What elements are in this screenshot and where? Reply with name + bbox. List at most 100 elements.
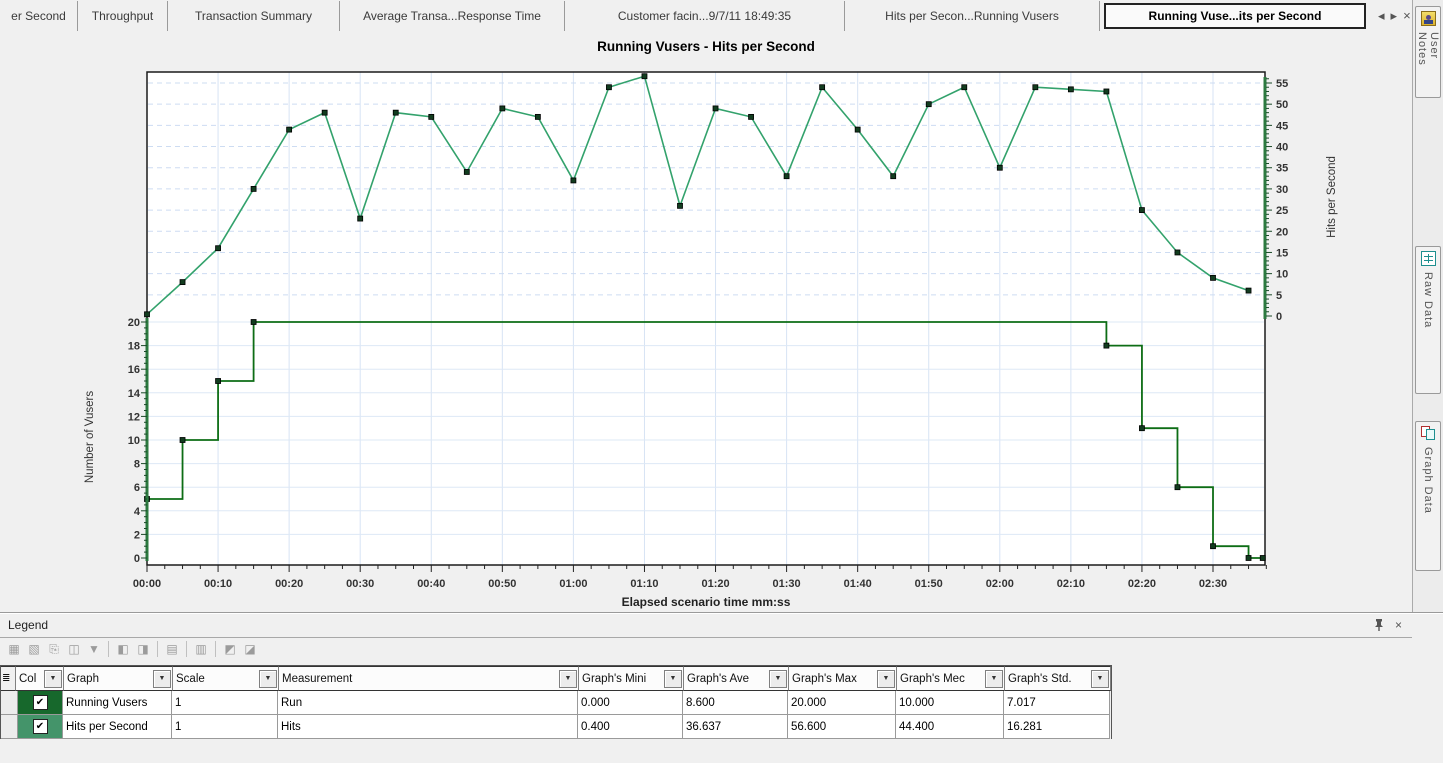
legend-header-row: ≣ Col ▼ Graph ▼ Scale ▼ Measurement ▼ Graph's Min… bbox=[1, 666, 1111, 691]
series-color-checkbox-cell[interactable]: ✔ bbox=[18, 691, 63, 715]
cell-measurement: Run bbox=[278, 691, 578, 715]
legend-toolbar-icon-12[interactable] bbox=[260, 640, 280, 658]
cell-graph: Running Vusers bbox=[63, 691, 172, 715]
svg-text:14: 14 bbox=[128, 388, 141, 400]
svg-text:15: 15 bbox=[1276, 247, 1288, 259]
x-axis: 00:00 00:10 00:20 00:30 00:40 00:50 01:00 01:10… bbox=[133, 565, 1267, 609]
next-tab-icon[interactable]: ▸ bbox=[1390, 7, 1398, 23]
toolbar-separator bbox=[215, 641, 216, 657]
series-color-checkbox-cell[interactable]: ✔ bbox=[18, 715, 63, 739]
right-axis-label: Hits per Second bbox=[1326, 156, 1338, 238]
legend-panel-title: Legend bbox=[8, 618, 49, 632]
svg-text:45: 45 bbox=[1276, 120, 1288, 132]
column-header-label: Measurement bbox=[282, 672, 353, 685]
column-filter-dropdown-icon[interactable]: ▼ bbox=[877, 669, 895, 688]
sidebar-tab-user-notes[interactable]: User Notes bbox=[1415, 6, 1441, 98]
svg-text:00:30: 00:30 bbox=[346, 578, 374, 590]
cell-graph-std: 7.017 bbox=[1004, 691, 1110, 715]
column-filter-dropdown-icon[interactable]: ▼ bbox=[559, 669, 577, 688]
legend-toolbar-icon-2[interactable]: ▧ bbox=[28, 642, 40, 656]
svg-text:30: 30 bbox=[1276, 184, 1288, 196]
graph-tab-3[interactable]: Average Transa...Response Time bbox=[340, 0, 565, 31]
plot-area[interactable] bbox=[147, 72, 1265, 565]
column-filter-dropdown-icon[interactable]: ▼ bbox=[44, 669, 62, 688]
cell-graph-std: 16.281 bbox=[1004, 715, 1110, 739]
legend-toolbar-icon-4[interactable]: ◫ bbox=[68, 642, 80, 656]
svg-text:02:30: 02:30 bbox=[1199, 578, 1227, 590]
x-axis-title: Elapsed scenario time mm:ss bbox=[622, 595, 791, 609]
svg-text:01:30: 01:30 bbox=[773, 578, 801, 590]
legend-toolbar-icon-3[interactable]: ⎘ bbox=[49, 641, 59, 656]
legend-column-header-col: Col ▼ bbox=[16, 666, 64, 691]
svg-text:4: 4 bbox=[134, 506, 141, 518]
svg-text:01:00: 01:00 bbox=[559, 578, 587, 590]
svg-text:10: 10 bbox=[128, 435, 140, 447]
svg-text:16: 16 bbox=[128, 364, 140, 376]
svg-text:35: 35 bbox=[1276, 163, 1288, 175]
column-filter-dropdown-icon[interactable]: ▼ bbox=[769, 669, 787, 688]
sidebar-tab-graph-data[interactable]: Graph Data bbox=[1415, 421, 1441, 571]
series-visible-checkbox[interactable]: ✔ bbox=[32, 719, 48, 734]
left-axis: 0 2 4 6 8 10 12 14 16 18 20 bbox=[128, 317, 149, 565]
graph-data-icon bbox=[1420, 426, 1436, 441]
legend-toolbar-icon-5[interactable]: ▼ bbox=[88, 642, 100, 656]
legend-toolbar-icon-7[interactable]: ◨ bbox=[137, 642, 149, 656]
legend-toolbar-icon-10[interactable]: ◩ bbox=[224, 642, 236, 656]
svg-text:40: 40 bbox=[1276, 142, 1288, 154]
svg-text:01:20: 01:20 bbox=[701, 578, 729, 590]
svg-text:20: 20 bbox=[1276, 226, 1288, 238]
cell-graph: Hits per Second bbox=[63, 715, 172, 739]
close-tab-icon[interactable]: × bbox=[1403, 8, 1411, 23]
svg-text:0: 0 bbox=[1276, 311, 1282, 323]
graph-tab-2[interactable]: Transaction Summary bbox=[168, 0, 340, 31]
row-selector bbox=[1, 715, 18, 739]
svg-text:02:00: 02:00 bbox=[986, 578, 1014, 590]
legend-column-header-graph-s-std-: Graph's Std. ▼ bbox=[1005, 666, 1111, 691]
svg-text:01:10: 01:10 bbox=[630, 578, 658, 590]
cell-graph-average: 36.637 bbox=[683, 715, 788, 739]
legend-column-header-graph-s-mini: Graph's Mini ▼ bbox=[579, 666, 684, 691]
legend-row-0[interactable]: ✔ Running Vusers 1 Run 0.000 8.600 20.000 10.00… bbox=[1, 691, 1111, 715]
graph-tab-6[interactable]: Running Vuse...its per Second bbox=[1104, 2, 1366, 29]
svg-text:25: 25 bbox=[1276, 205, 1288, 217]
legend-column-header-graph-s-mec: Graph's Mec ▼ bbox=[897, 666, 1005, 691]
close-legend-icon[interactable]: × bbox=[1394, 618, 1402, 632]
legend-toolbar-icon-9[interactable]: ▥ bbox=[195, 642, 207, 656]
graph-tab-0[interactable]: er Second bbox=[0, 0, 78, 31]
series-visible-checkbox[interactable]: ✔ bbox=[32, 695, 48, 710]
pin-icon[interactable] bbox=[1373, 618, 1385, 632]
legend-row-1[interactable]: ✔ Hits per Second 1 Hits 0.400 36.637 56.600 44… bbox=[1, 715, 1111, 739]
column-header-label: Graph's Mec bbox=[900, 672, 965, 685]
sidebar-tab-raw-data[interactable]: Raw Data bbox=[1415, 246, 1441, 394]
graph-tab-4[interactable]: Customer facin...9/7/11 18:49:35 bbox=[565, 0, 845, 31]
legend-toolbar-icon-8[interactable]: ▤ bbox=[166, 642, 178, 656]
svg-text:5: 5 bbox=[1276, 290, 1282, 302]
column-header-label: Graph bbox=[67, 672, 99, 685]
hits-series bbox=[144, 73, 1252, 318]
legend-toolbar-icon-6[interactable]: ◧ bbox=[117, 642, 129, 656]
tab-scroll-controls: ◂ ▸ × bbox=[1378, 8, 1411, 24]
column-filter-dropdown-icon[interactable]: ▼ bbox=[1091, 669, 1109, 688]
legend-column-header-graph: Graph ▼ bbox=[64, 666, 173, 691]
legend-toolbar-icon-1[interactable]: ▦ bbox=[8, 642, 20, 656]
legend-toolbar-icon-11[interactable]: ◪ bbox=[244, 642, 256, 656]
legend-column-header-scale: Scale ▼ bbox=[173, 666, 279, 691]
graph-tab-5[interactable]: Hits per Secon...Running Vusers bbox=[845, 0, 1100, 31]
legend-corner-icon[interactable]: ≣ bbox=[1, 666, 16, 691]
toolbar-separator bbox=[157, 641, 158, 657]
column-filter-dropdown-icon[interactable]: ▼ bbox=[153, 669, 171, 688]
svg-text:2: 2 bbox=[134, 529, 140, 541]
column-filter-dropdown-icon[interactable]: ▼ bbox=[259, 669, 277, 688]
svg-text:8: 8 bbox=[134, 459, 140, 471]
legend-table: ≣ Col ▼ Graph ▼ Scale ▼ Measurement ▼ Graph's Min… bbox=[0, 665, 1112, 739]
column-filter-dropdown-icon[interactable]: ▼ bbox=[985, 669, 1003, 688]
user-notes-icon bbox=[1420, 11, 1436, 26]
cell-graph-minimum: 0.000 bbox=[578, 691, 683, 715]
graph-tab-1[interactable]: Throughput bbox=[78, 0, 168, 31]
legend-titlebar: Legend × bbox=[0, 615, 1412, 638]
svg-text:00:40: 00:40 bbox=[417, 578, 445, 590]
prev-tab-icon[interactable]: ◂ bbox=[1378, 7, 1385, 23]
column-filter-dropdown-icon[interactable]: ▼ bbox=[664, 669, 682, 688]
chart-title: Running Vusers - Hits per Second bbox=[597, 39, 815, 54]
